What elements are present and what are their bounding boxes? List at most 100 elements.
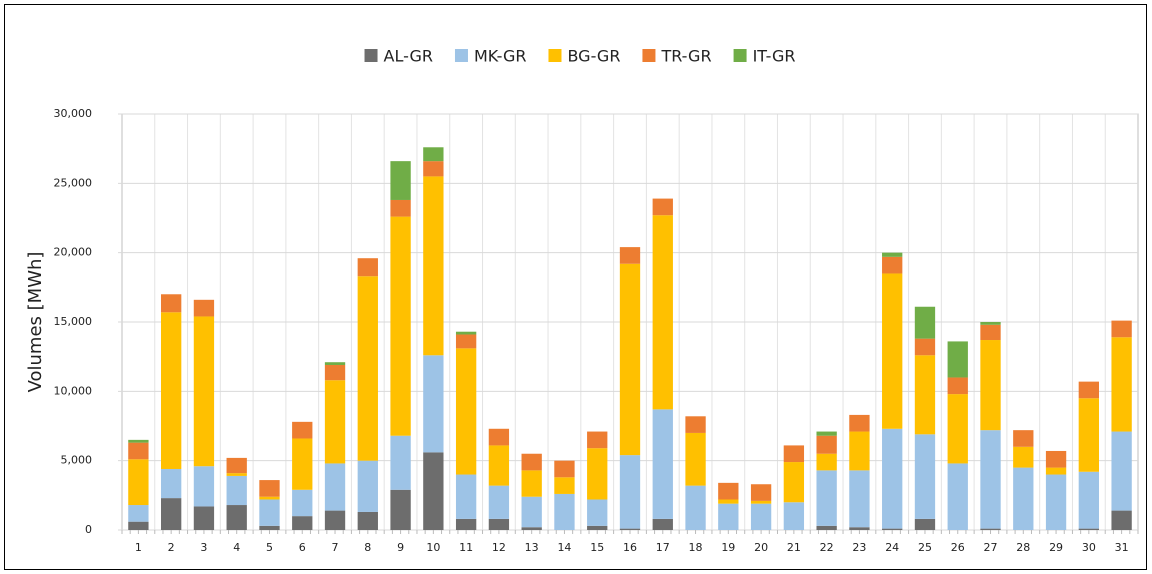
bar-segment: [554, 460, 575, 478]
bar-segment: [816, 525, 837, 530]
bar-segment: [193, 506, 215, 530]
bar-segment: [161, 468, 182, 499]
bar-segment: [849, 470, 870, 528]
bar-segment: [423, 355, 444, 453]
x-tick-label: 7: [332, 541, 339, 554]
bar-segment: [652, 215, 673, 410]
bar-segment: [128, 459, 149, 506]
legend-label: BG-GR: [567, 47, 620, 66]
bar-segment: [390, 161, 411, 200]
bar-segment: [783, 462, 805, 503]
bar-segment: [685, 432, 706, 486]
bar-segment: [292, 421, 313, 439]
legend-label: TR-GR: [660, 47, 711, 66]
bar-segment: [390, 199, 411, 217]
bar-segment: [849, 527, 870, 530]
bar-segment: [849, 414, 870, 432]
x-tick-label: 27: [984, 541, 998, 554]
bar-segment: [128, 505, 149, 522]
bar-segment: [652, 409, 673, 519]
bar-segment: [128, 439, 149, 443]
bar-segment: [521, 453, 542, 471]
bar-segment: [488, 428, 510, 446]
bar-segment: [423, 176, 444, 356]
x-tick-label: 28: [1016, 541, 1030, 554]
y-tick-label: 25,000: [54, 176, 93, 189]
x-tick-label: 26: [951, 541, 965, 554]
legend-swatch: [642, 49, 656, 62]
bar-segment: [259, 499, 280, 526]
bar-segment: [554, 477, 575, 494]
bar-segment: [1013, 467, 1034, 530]
legend-label: MK-GR: [474, 47, 527, 66]
y-tick-label: 5,000: [61, 454, 93, 467]
bar-segment: [357, 258, 378, 277]
x-tick-label: 2: [168, 541, 175, 554]
bar-segment: [357, 460, 378, 512]
bar-segment: [423, 161, 444, 177]
bar-segment: [455, 518, 477, 530]
x-tick-label: 9: [397, 541, 404, 554]
x-tick-label: 30: [1082, 541, 1096, 554]
x-tick-label: 1: [135, 541, 142, 554]
bar-segment: [390, 435, 411, 490]
bar-segment: [750, 484, 772, 501]
y-tick-label: 30,000: [54, 107, 93, 120]
bar-segment: [259, 480, 280, 497]
bar-segment: [324, 463, 346, 511]
bar-segment: [718, 499, 739, 504]
bar-segment: [521, 527, 542, 530]
bar-segment: [455, 474, 477, 519]
bar-segment: [980, 340, 1001, 431]
bar-segment: [161, 294, 182, 313]
bar-segment: [193, 466, 215, 507]
bar-segment: [488, 485, 510, 519]
bar-segment: [750, 500, 772, 504]
bar-segment: [882, 273, 903, 429]
bar-segment: [324, 380, 346, 464]
bar-segment: [685, 416, 706, 433]
bar-segment: [587, 525, 608, 530]
y-tick-label: 20,000: [54, 246, 93, 259]
bar-segment: [914, 355, 936, 435]
bar-segment: [390, 489, 411, 530]
bar-segment: [259, 525, 280, 530]
x-tick-label: 15: [590, 541, 604, 554]
bar-segment: [292, 516, 313, 530]
bar-segment: [980, 430, 1001, 529]
bar-segment: [619, 263, 641, 456]
legend-label: AL-GR: [384, 47, 433, 66]
bar-segment: [128, 521, 149, 530]
bar-segment: [226, 475, 247, 506]
bar-segment: [357, 511, 378, 530]
bar-segment: [455, 348, 477, 475]
bar-segment: [1078, 528, 1099, 530]
x-tick-label: 4: [233, 541, 240, 554]
x-tick-label: 13: [525, 541, 539, 554]
bar-segment: [1045, 467, 1067, 475]
bar-segment: [980, 528, 1001, 530]
bar-segment: [1078, 381, 1099, 399]
y-tick-label: 10,000: [54, 384, 93, 397]
bar-segment: [488, 445, 510, 486]
bar-segment: [718, 503, 739, 530]
x-tick-label: 11: [459, 541, 473, 554]
bar-segment: [619, 528, 641, 530]
bar-segment: [980, 324, 1001, 341]
bar-segment: [816, 431, 837, 436]
x-tick-label: 16: [623, 541, 637, 554]
bar-segment: [816, 453, 837, 471]
x-tick-label: 5: [266, 541, 273, 554]
bar-segment: [947, 377, 968, 395]
x-tick-label: 20: [754, 541, 768, 554]
x-tick-label: 6: [299, 541, 306, 554]
legend-swatch: [548, 49, 562, 62]
legend-swatch: [733, 49, 747, 62]
x-tick-label: 19: [721, 541, 735, 554]
bar-segment: [324, 364, 346, 381]
bar-segment: [455, 331, 477, 335]
bar-segment: [1045, 450, 1067, 468]
x-tick-label: 17: [656, 541, 670, 554]
bar-segment: [914, 306, 936, 339]
